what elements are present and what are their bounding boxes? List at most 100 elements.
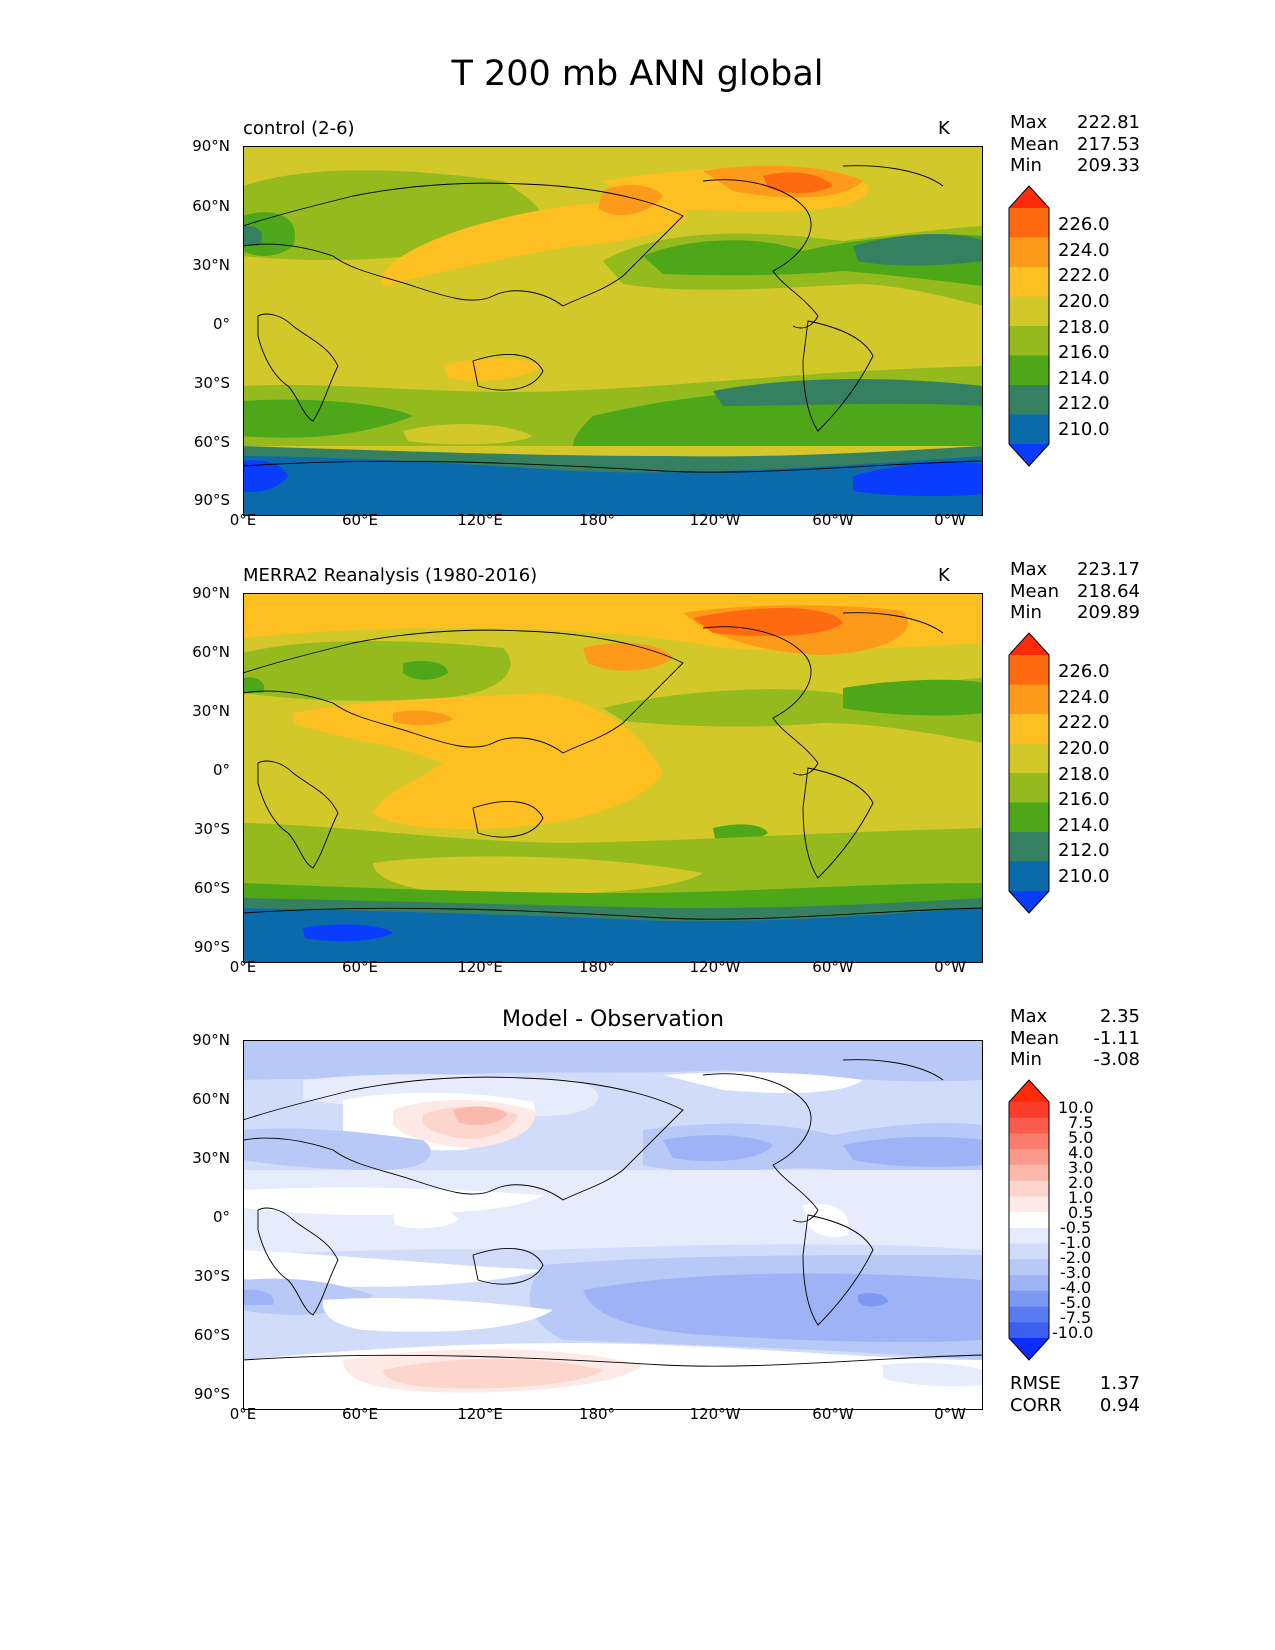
stat-label: Mean (1010, 1027, 1060, 1049)
colorbar-label: 5.0 (1068, 1128, 1094, 1147)
panel1-map (243, 146, 983, 516)
colorbar-segment (1009, 743, 1049, 774)
stat-mean: 217.53 (1077, 133, 1140, 155)
colorbar-label: 224.0 (1058, 240, 1110, 261)
lon-tick: 120°W (689, 1405, 741, 1423)
colorbar-segment (1009, 414, 1049, 445)
stat-label: Min (1010, 602, 1042, 623)
lon-tick: 120°W (689, 958, 741, 976)
lat-tick: 90°S (193, 1385, 230, 1403)
colorbar-label: 214.0 (1058, 815, 1110, 836)
stat-label: Max (1010, 559, 1048, 580)
colorbar-extend-max (1009, 1080, 1049, 1102)
lon-tick: 0°E (229, 958, 257, 976)
colorbar-extend-max (1009, 633, 1049, 655)
colorbar-label: 4.0 (1068, 1143, 1094, 1162)
lat-tick: 60°N (192, 1090, 230, 1108)
colorbar-label: 218.0 (1058, 764, 1110, 785)
colorbar-segment (1009, 714, 1049, 744)
lat-tick: 0° (212, 315, 230, 333)
colorbar-label: 216.0 (1058, 342, 1110, 363)
colorbar-label: 218.0 (1058, 317, 1110, 338)
colorbar-segment (1009, 296, 1049, 327)
colorbar-label: 1.0 (1068, 1188, 1094, 1207)
colorbar-extend-min (1009, 444, 1049, 466)
colorbar-label: 210.0 (1058, 419, 1110, 440)
panel1-title: control (2-6) (243, 118, 355, 139)
panel2-stats: Max 223.17 Mean 218.64 Min 209.89 (1010, 559, 1140, 624)
colorbar-outline (1008, 185, 1050, 467)
panel2-title: MERRA2 Reanalysis (1980-2016) (243, 565, 538, 586)
colorbar-segment (1009, 773, 1049, 803)
colorbar-label: 2.0 (1068, 1173, 1094, 1192)
stat-label: Max (1010, 1006, 1048, 1027)
lat-tick: 90°N (192, 137, 230, 155)
colorbar-label: 226.0 (1058, 214, 1110, 235)
lat-tick: 90°N (192, 1031, 230, 1049)
colorbar-label: 212.0 (1058, 393, 1110, 414)
lat-tick: 30°S (193, 374, 230, 392)
rmse-value: 1.37 (1099, 1373, 1140, 1394)
lat-tick: 30°S (193, 1267, 230, 1285)
colorbar-segment (1009, 861, 1049, 892)
colorbar-segment (1009, 1322, 1049, 1339)
panel3-colorbar (1008, 1079, 1050, 1365)
lat-tick: 0° (212, 1208, 230, 1226)
stat-min: 209.33 (1077, 155, 1140, 176)
colorbar-segment (1009, 355, 1049, 386)
panel2-colorbar (1008, 632, 1050, 918)
colorbar-label: -2.0 (1060, 1248, 1092, 1267)
colorbar-label: 222.0 (1058, 265, 1110, 286)
colorbar-segment (1009, 832, 1049, 862)
stat-mean: 218.64 (1077, 580, 1140, 602)
panel2-map (243, 593, 983, 963)
metric-label: RMSE (1010, 1373, 1061, 1394)
colorbar-label: 216.0 (1058, 789, 1110, 810)
colorbar-label: -10.0 (1052, 1323, 1094, 1342)
panel2-units: K (938, 565, 950, 586)
colorbar-segment (1009, 326, 1049, 356)
stat-mean: -1.11 (1093, 1027, 1140, 1049)
stat-label: Min (1010, 155, 1042, 176)
colorbar-outline (1008, 632, 1050, 914)
colorbar-segment (1009, 237, 1049, 268)
colorbar-label: 0.5 (1068, 1203, 1094, 1222)
stat-max: 2.35 (1099, 1006, 1140, 1027)
colorbar-segment (1009, 1306, 1049, 1323)
lat-tick: 60°S (193, 1326, 230, 1344)
colorbar-segment (1009, 1164, 1049, 1182)
colorbar-label: -7.5 (1060, 1308, 1092, 1327)
figure-title: T 200 mb ANN global (451, 54, 824, 94)
stat-max: 223.17 (1077, 559, 1140, 580)
colorbar-svg (1008, 632, 1050, 914)
colorbar-segment (1009, 1259, 1049, 1276)
stat-min: -3.08 (1093, 1049, 1140, 1070)
colorbar-segment (1009, 1133, 1049, 1150)
lon-tick: 60°E (341, 958, 379, 976)
colorbar-label: 220.0 (1058, 738, 1110, 759)
stat-min: 209.89 (1077, 602, 1140, 623)
colorbar-segment (1009, 1243, 1049, 1260)
lat-tick: 60°S (193, 879, 230, 897)
colorbar-segment (1009, 1149, 1049, 1166)
stat-label: Mean (1010, 580, 1060, 602)
stat-label: Mean (1010, 133, 1060, 155)
panel1-stats: Max 222.81 Mean 217.53 Min 209.33 (1010, 112, 1140, 177)
colorbar-label: -4.0 (1060, 1278, 1092, 1297)
lon-tick: 60°E (341, 1405, 379, 1423)
colorbar-label: 220.0 (1058, 291, 1110, 312)
stat-label: Min (1010, 1049, 1042, 1070)
colorbar-segment (1009, 1102, 1049, 1119)
lat-tick: 60°N (192, 643, 230, 661)
panel3-metrics: RMSE 1.37 CORR 0.94 (1010, 1373, 1140, 1416)
colorbar-label: -3.0 (1060, 1263, 1092, 1282)
lat-tick: 60°S (193, 433, 230, 451)
lat-tick: 90°S (193, 938, 230, 956)
lat-tick: 90°S (193, 491, 230, 509)
panel3-title: Model - Observation (502, 1007, 724, 1032)
colorbar-label: 210.0 (1058, 866, 1110, 887)
lat-tick: 30°N (192, 256, 230, 274)
colorbar-outline (1008, 1079, 1050, 1361)
lon-tick: 180° (578, 511, 616, 529)
colorbar-segment (1009, 1227, 1049, 1245)
